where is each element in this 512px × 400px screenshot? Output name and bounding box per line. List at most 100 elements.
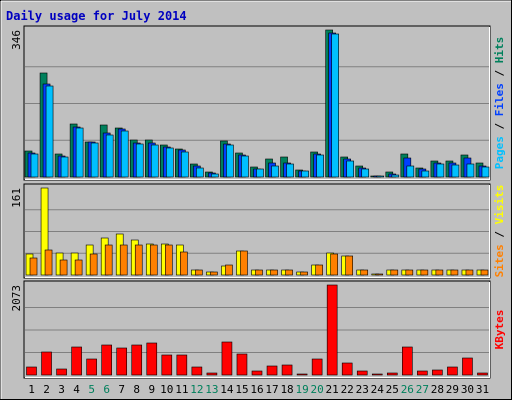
x-tick-label-day-8: 8 (133, 383, 140, 396)
bar-visits-sites-day-13 (210, 271, 218, 276)
x-tick-label-day-29: 29 (446, 383, 459, 396)
bar-pages-pages-day-30 (466, 163, 475, 178)
bar-visits-sites-day-31 (480, 269, 489, 276)
bar-visits-sites-day-21 (330, 253, 338, 276)
bar-kbytes-kbytes-day-22 (341, 362, 353, 376)
bar-visits-sites-day-22 (345, 255, 353, 276)
x-tick-label-day-10: 10 (160, 383, 173, 396)
x-axis: 1 2 3 4 5 6 7 8 9 10 11 12 13 14 15 16 17 18 19 20 21 22 23 24 2… (28, 383, 489, 396)
bar-kbytes-kbytes-day-9 (146, 342, 158, 376)
bar-kbytes-kbytes-day-27 (417, 370, 428, 376)
x-tick-label-day-16: 16 (250, 383, 263, 396)
bar-pages-pages-day-5 (90, 142, 99, 178)
x-tick-label-day-19: 19 (295, 383, 308, 396)
bar-kbytes-kbytes-day-4 (71, 346, 82, 376)
bar-visits-sites-day-29 (450, 269, 459, 276)
bar-kbytes-kbytes-day-29 (447, 366, 458, 376)
bar-pages-pages-day-13 (211, 173, 219, 178)
panel-visits: 161 Sites / Visits (10, 183, 506, 279)
x-tick-label-day-31: 31 (476, 383, 489, 396)
bar-visits-sites-day-27 (420, 269, 429, 276)
bar-kbytes-kbytes-day-23 (356, 370, 368, 376)
bar-visits-sites-day-11 (180, 251, 188, 276)
bar-visits-sites-day-20 (315, 264, 323, 276)
y-label-kbytes: KBytes (493, 310, 506, 350)
y-max-label-pages: 346 (10, 30, 23, 50)
y-label-part: / (493, 224, 506, 244)
bar-visits-sites-day-9 (149, 244, 158, 276)
x-tick-label-day-4: 4 (73, 383, 80, 396)
bar-pages-pages-day-21 (331, 33, 339, 178)
bar-kbytes-kbytes-day-8 (131, 344, 143, 376)
bar-pages-pages-day-8 (135, 143, 144, 178)
y-label-part: Visits (493, 185, 506, 225)
bar-pages-pages-day-29 (451, 164, 460, 178)
bar-pages-pages-day-3 (60, 156, 69, 178)
y-label-part: / (493, 63, 506, 83)
bar-kbytes-kbytes-day-2 (41, 351, 52, 376)
bar-kbytes-kbytes-day-24 (371, 373, 383, 376)
x-tick-label-day-30: 30 (461, 383, 474, 396)
bar-pages-pages-day-23 (361, 168, 370, 178)
y-label-pages: Pages / Files / Hits (493, 37, 506, 170)
bar-visits-sites-day-24 (375, 273, 384, 276)
bar-pages-pages-day-31 (481, 166, 490, 178)
panel-pages: 346 Pages / Files / Hits (10, 25, 506, 181)
x-tick-label-day-23: 23 (356, 383, 369, 396)
bar-pages-pages-day-14 (226, 144, 234, 178)
bar-visits-sites-day-7 (119, 244, 128, 276)
bar-visits-sites-day-16 (255, 269, 263, 276)
x-tick-label-day-25: 25 (386, 383, 399, 396)
x-tick-label-day-22: 22 (341, 383, 354, 396)
x-tick-label-day-13: 13 (205, 383, 218, 396)
x-tick-label-day-24: 24 (371, 383, 385, 396)
bar-visits-sites-day-18 (285, 269, 293, 276)
bar-kbytes-kbytes-day-11 (176, 354, 188, 376)
bar-kbytes-kbytes-day-14 (221, 341, 233, 376)
x-tick-label-day-2: 2 (43, 383, 50, 396)
bar-kbytes-kbytes-day-19 (296, 373, 308, 376)
y-max-label-visits: 161 (10, 188, 23, 208)
x-tick-label-day-28: 28 (431, 383, 444, 396)
bar-pages-pages-day-27 (421, 170, 430, 178)
y-label-part: / (493, 116, 506, 136)
x-tick-label-day-3: 3 (58, 383, 65, 396)
x-tick-label-day-12: 12 (190, 383, 203, 396)
bar-pages-pages-day-25 (391, 174, 400, 178)
bar-pages-pages-day-10 (166, 147, 174, 178)
bar-visits-sites-day-2 (44, 249, 53, 276)
x-tick-label-day-5: 5 (88, 383, 95, 396)
bar-visits-sites-day-17 (270, 269, 278, 276)
bar-kbytes-kbytes-day-7 (116, 347, 128, 376)
bar-kbytes-kbytes-day-21 (326, 284, 338, 376)
y-max-label-kbytes: 2073 (10, 285, 23, 312)
bar-kbytes-kbytes-day-5 (86, 358, 97, 376)
x-tick-label-day-26: 26 (401, 383, 414, 396)
bar-pages-pages-day-20 (316, 154, 324, 178)
bar-visits-sites-day-4 (74, 259, 83, 276)
bar-pages-pages-day-2 (45, 85, 54, 178)
bar-kbytes-kbytes-day-17 (266, 365, 278, 376)
bar-kbytes-kbytes-day-28 (432, 369, 443, 376)
bar-kbytes-kbytes-day-25 (386, 372, 398, 376)
bar-pages-pages-day-17 (271, 165, 279, 178)
bar-visits-sites-day-8 (134, 244, 143, 276)
bar-pages-pages-day-1 (30, 153, 39, 178)
bar-pages-pages-day-24 (376, 175, 385, 178)
bar-kbytes-kbytes-day-31 (477, 372, 488, 376)
bar-pages-pages-day-9 (150, 144, 159, 178)
bar-kbytes-kbytes-day-10 (161, 354, 173, 376)
bar-pages-pages-day-7 (120, 130, 129, 178)
x-tick-label-day-6: 6 (103, 383, 110, 396)
x-tick-label-day-1: 1 (28, 383, 35, 396)
bar-visits-sites-day-5 (89, 253, 98, 276)
bar-kbytes-kbytes-day-13 (206, 372, 218, 376)
y-label-part: Hits (493, 37, 506, 64)
bar-kbytes-kbytes-day-26 (402, 346, 413, 376)
bar-pages-pages-day-16 (256, 168, 264, 178)
chart-panels: 346 Pages / Files / Hits 161 Sites / Visits… (10, 25, 506, 379)
bar-visits-sites-day-10 (165, 244, 173, 276)
bar-pages-pages-day-22 (346, 160, 354, 178)
chart-title: Daily usage for July 2014 (6, 9, 187, 23)
y-label-part: Sites (493, 244, 506, 277)
